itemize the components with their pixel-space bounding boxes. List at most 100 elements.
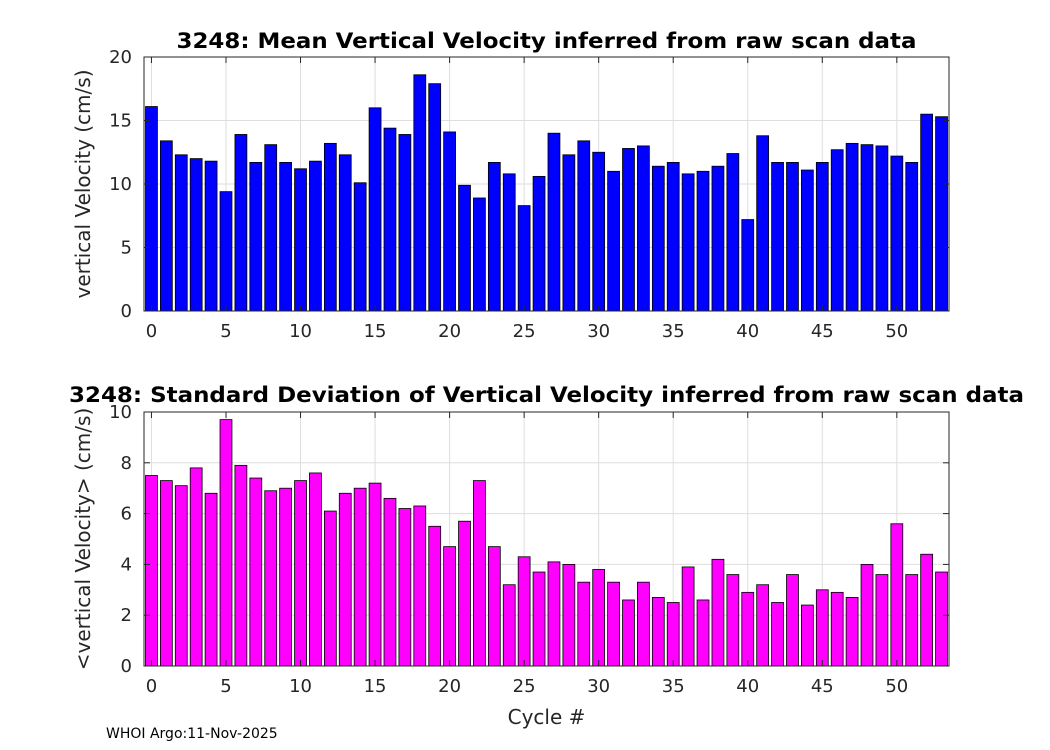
std-velocity-x-tick-label: 45 (811, 676, 834, 697)
mean-velocity-bar (428, 83, 442, 312)
mean-velocity-bar (875, 145, 889, 312)
std-velocity-x-tick-label: 0 (146, 676, 157, 697)
std-velocity-bar (338, 492, 352, 667)
std-velocity-bar (905, 574, 919, 667)
mean-velocity-bar (398, 134, 412, 312)
std-velocity-bar (234, 464, 248, 667)
std-velocity-bar (383, 497, 397, 667)
mean-velocity-bar (323, 142, 337, 312)
mean-velocity-bar (547, 132, 561, 312)
mean-velocity-bar (219, 191, 233, 312)
std-velocity-x-tick-label: 15 (364, 676, 387, 697)
std-velocity-x-tick-label: 40 (736, 676, 759, 697)
mean-velocity-bar (353, 182, 367, 312)
std-velocity-bar (458, 520, 471, 667)
mean-velocity-bar (651, 165, 665, 312)
mean-velocity-bar (786, 162, 799, 312)
std-velocity-bar (726, 574, 740, 667)
mean-velocity-chart: 0 5 10 15 20 25 30 35 40 45 50 0 5 10 15 20 3248: Mean… (71, 29, 950, 342)
std-velocity-bar (756, 584, 770, 667)
mean-velocity-bar (681, 173, 695, 312)
mean-velocity-bars (145, 74, 948, 312)
std-velocity-bar (786, 574, 799, 667)
mean-velocity-y-ticks: 0 5 10 15 20 (109, 47, 949, 322)
footer-credit: WHOI Argo:11-Nov-2025 (106, 726, 278, 742)
mean-velocity-x-tick-label: 25 (513, 321, 536, 342)
std-velocity-x-tick-label: 25 (513, 676, 536, 697)
std-velocity-bar (815, 589, 829, 667)
std-velocity-title: 3248: Standard Deviation of Vertical Vel… (69, 383, 1024, 407)
std-velocity-x-ticks: 0 5 10 15 20 25 30 35 40 45 50 (146, 412, 908, 697)
mean-velocity-y-tick-label: 5 (121, 238, 132, 259)
std-velocity-bar (219, 419, 233, 667)
std-velocity-y-tick-label: 6 (121, 504, 132, 525)
std-velocity-bar (502, 584, 516, 667)
mean-velocity-y-tick-label: 15 (109, 111, 132, 132)
mean-velocity-bar (577, 140, 591, 312)
std-velocity-bar (547, 561, 561, 667)
mean-velocity-x-tick-label: 40 (736, 321, 759, 342)
std-velocity-y-tick-label: 2 (121, 605, 132, 626)
mean-velocity-x-tick-label: 30 (587, 321, 610, 342)
mean-velocity-x-tick-label: 15 (364, 321, 387, 342)
std-velocity-bar (920, 553, 934, 667)
std-velocity-bar (204, 492, 218, 667)
mean-velocity-x-tick-label: 45 (811, 321, 834, 342)
mean-velocity-bar (562, 154, 576, 312)
mean-velocity-bar (741, 219, 755, 312)
std-velocity-x-tick-label: 5 (220, 676, 231, 697)
mean-velocity-title: 3248: Mean Vertical Velocity inferred fr… (177, 29, 917, 53)
mean-velocity-y-tick-label: 0 (121, 301, 132, 322)
mean-velocity-bar (860, 144, 874, 312)
mean-velocity-bar (711, 165, 725, 312)
std-velocity-x-tick-label: 35 (662, 676, 685, 697)
std-velocity-y-tick-label: 0 (121, 656, 132, 677)
std-velocity-bar (860, 564, 874, 667)
std-velocity-bar (666, 602, 680, 667)
std-velocity-bar (473, 480, 486, 667)
mean-velocity-bar (815, 162, 829, 312)
std-velocity-bar (517, 556, 531, 667)
mean-velocity-x-tick-label: 0 (146, 321, 157, 342)
mean-velocity-bar (502, 173, 516, 312)
mean-velocity-bar (473, 197, 486, 312)
std-velocity-bar (651, 597, 665, 667)
mean-velocity-x-ticks: 0 5 10 15 20 25 30 35 40 45 50 (146, 57, 908, 342)
std-velocity-x-tick-label: 10 (289, 676, 312, 697)
std-velocity-bar (711, 558, 725, 667)
mean-velocity-bar (666, 162, 680, 312)
mean-velocity-bar (368, 107, 382, 312)
std-velocity-bar (622, 599, 635, 667)
std-velocity-y-label: <vertical Velocity> (cm/s) (71, 408, 95, 671)
std-velocity-bar (607, 581, 620, 667)
std-velocity-bar (174, 485, 188, 667)
mean-velocity-bar (905, 162, 919, 312)
std-velocity-bar (398, 508, 412, 667)
mean-velocity-bar (935, 116, 948, 312)
std-velocity-bar (532, 571, 546, 667)
mean-velocity-bar (159, 140, 173, 312)
mean-velocity-bar (338, 154, 352, 312)
mean-velocity-bar (383, 127, 397, 312)
std-velocity-bar (771, 602, 784, 667)
std-velocity-bar (890, 523, 904, 667)
std-velocity-bar (264, 490, 278, 667)
std-velocity-bars (145, 419, 948, 667)
mean-velocity-bar (830, 149, 844, 312)
std-velocity-axes-frame (143, 411, 950, 667)
mean-velocity-bar (637, 145, 650, 312)
std-velocity-y-tick-label: 8 (121, 453, 132, 474)
mean-velocity-bar (189, 158, 203, 312)
mean-velocity-bar (443, 131, 456, 312)
mean-velocity-bar (487, 162, 501, 312)
mean-velocity-bar (845, 142, 859, 312)
std-velocity-y-ticks: 0 2 4 6 8 10 (109, 402, 949, 677)
mean-velocity-bar (756, 135, 770, 312)
mean-velocity-y-tick-label: 10 (109, 174, 132, 195)
std-velocity-y-tick-label: 4 (121, 554, 132, 575)
std-velocity-chart: 0 5 10 15 20 25 30 35 40 45 50 0 2 4 6 8 10 3248: Stand… (69, 383, 1024, 729)
mean-velocity-bar (801, 169, 814, 312)
mean-velocity-bar (726, 153, 740, 312)
mean-velocity-x-tick-label: 5 (220, 321, 231, 342)
